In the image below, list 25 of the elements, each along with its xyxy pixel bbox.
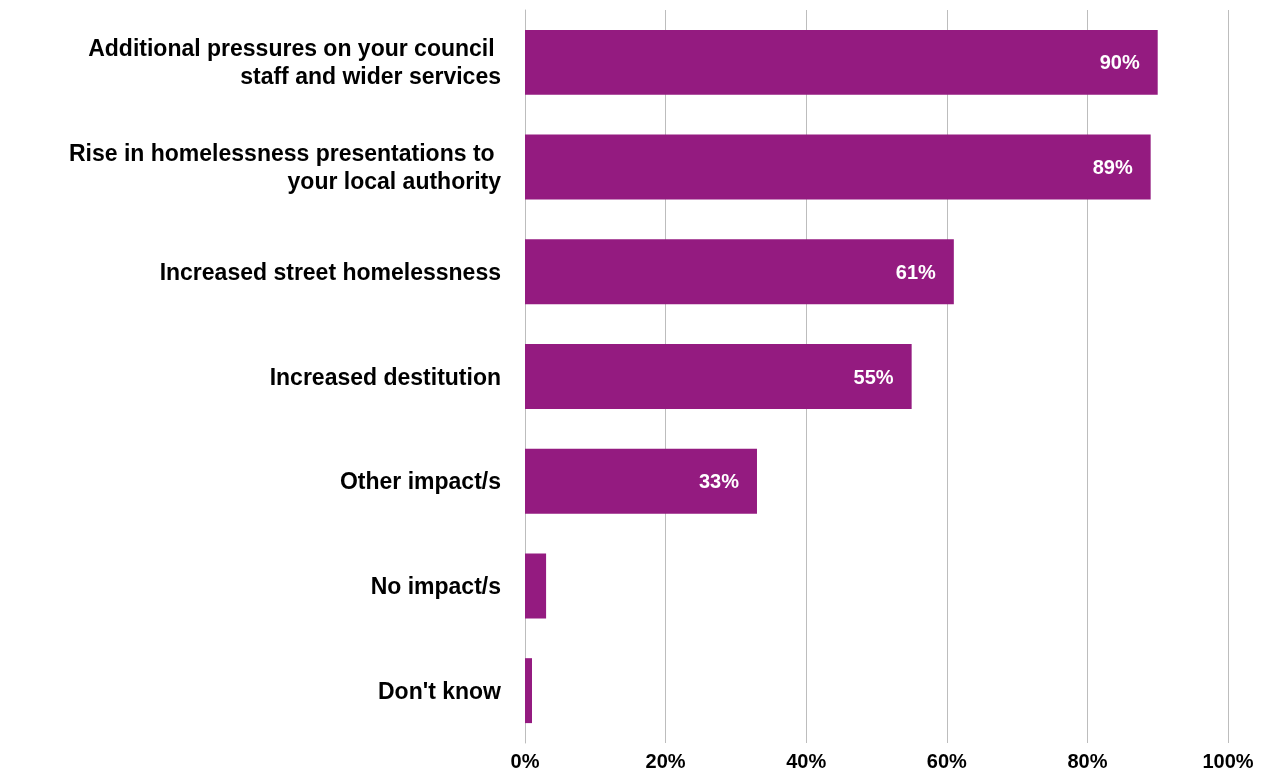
bar (525, 658, 533, 724)
x-tick-label: 0% (510, 750, 540, 772)
bar (525, 29, 1158, 95)
y-tick-label: No impact/s (370, 572, 501, 599)
y-tick-label: Additional pressures on your council staff and wider services (88, 35, 501, 90)
bar (525, 448, 757, 514)
data-label: 90% (1099, 51, 1140, 74)
bar (525, 134, 1151, 200)
y-tick-label: Other impact/s (339, 468, 501, 495)
data-label: 89% (1092, 156, 1133, 179)
x-tick-label: 60% (926, 750, 968, 772)
bar (525, 239, 954, 305)
x-tick-label: 20% (645, 750, 686, 772)
x-tick-label: 80% (1067, 750, 1108, 772)
bar (525, 553, 547, 619)
y-tick-label: Rise in homelessness presentations to your local authority (68, 140, 502, 195)
bar (525, 344, 912, 409)
data-label: 61% (895, 260, 937, 283)
y-tick-label: Increased street homelessness (159, 258, 501, 285)
data-label: 55% (853, 365, 894, 388)
y-tick-label: Increased destitution (269, 363, 501, 390)
y-tick-label: Don't know (377, 677, 502, 704)
x-tick-label: 40% (786, 750, 827, 772)
x-tick-label: 100% (1202, 750, 1254, 772)
data-label: 33% (698, 470, 740, 493)
